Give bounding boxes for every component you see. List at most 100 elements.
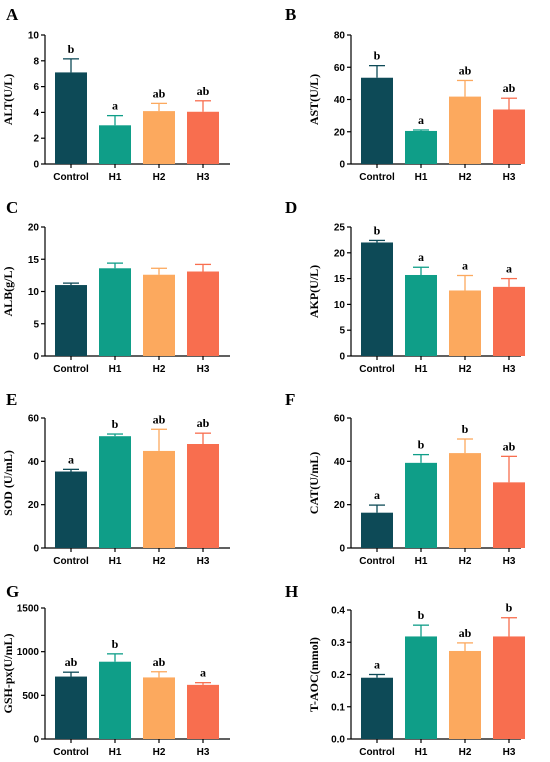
- x-tick-label: H3: [197, 364, 210, 375]
- bar-h2: [143, 677, 175, 739]
- panel-letter: C: [6, 198, 18, 217]
- x-tick-label: H1: [109, 747, 122, 758]
- panel-letter: A: [6, 5, 19, 24]
- y-tick-label: 10: [334, 300, 346, 311]
- panel-E: E SOD (U/mL) 0 20 40 60 a Control b H1 ab H2 ab H3: [1, 390, 230, 567]
- significance-label: b: [112, 417, 119, 431]
- bar-h3: [187, 684, 219, 739]
- y-tick-label: 60: [28, 414, 40, 425]
- bar-h1: [405, 274, 437, 356]
- y-tick-label: 60: [334, 63, 346, 74]
- y-axis-label: ALB(g/L): [1, 266, 15, 316]
- panel-H: H T-AOC(mmol) 0.0 0.1 0.2 0.3 0.4 a Control b H1 ab…: [285, 582, 525, 758]
- significance-label: b: [374, 223, 381, 237]
- significance-label: b: [506, 601, 513, 615]
- bar-h3: [493, 636, 525, 739]
- y-tick-label: 0: [33, 735, 39, 746]
- y-tick-label: 25: [334, 223, 346, 234]
- panel-D: D AKP(U/L) 0 5 10 15 20 25 b Control a H1 a H2 a H3: [285, 198, 525, 375]
- x-tick-label: H2: [459, 747, 472, 758]
- x-tick-label: H3: [503, 747, 516, 758]
- significance-label: a: [506, 262, 512, 276]
- x-tick-label: H1: [415, 364, 428, 375]
- significance-label: ab: [65, 655, 78, 669]
- significance-label: ab: [503, 81, 516, 95]
- y-axis-label: AKP(U/L): [307, 265, 321, 318]
- x-tick-label: H2: [153, 364, 166, 375]
- bar-control: [361, 512, 393, 548]
- x-tick-label: H2: [459, 172, 472, 183]
- panel-G: G GSH-px(U/mL) 0 500 1000 1500 ab Control b H1 ab H…: [1, 582, 230, 758]
- bar-control: [361, 677, 393, 739]
- y-axis-label: GSH-px(U/mL): [1, 633, 15, 713]
- y-tick-label: 40: [28, 457, 40, 468]
- x-tick-label: Control: [53, 556, 89, 567]
- y-tick-label: 2: [33, 134, 39, 145]
- significance-label: ab: [153, 655, 166, 669]
- x-tick-label: H2: [459, 364, 472, 375]
- significance-label: b: [112, 637, 119, 651]
- y-tick-label: 1000: [17, 647, 40, 658]
- x-tick-label: H3: [197, 747, 210, 758]
- bar-h2: [143, 450, 175, 548]
- x-tick-label: H1: [109, 556, 122, 567]
- x-tick-label: H2: [459, 556, 472, 567]
- significance-label: ab: [197, 416, 210, 430]
- y-tick-label: 4: [33, 108, 39, 119]
- bar-h3: [187, 111, 219, 164]
- significance-label: a: [374, 488, 380, 502]
- panel-letter: D: [285, 198, 297, 217]
- bar-h1: [405, 462, 437, 548]
- y-tick-label: 5: [33, 319, 39, 330]
- bar-h1: [405, 130, 437, 164]
- bar-control: [55, 285, 87, 356]
- x-tick-label: Control: [359, 747, 395, 758]
- y-axis-label: CAT(U/mL): [307, 452, 321, 514]
- bar-h2: [449, 650, 481, 739]
- x-tick-label: H3: [503, 364, 516, 375]
- significance-label: a: [68, 452, 74, 466]
- y-tick-label: 0.3: [331, 638, 345, 649]
- y-tick-label: 40: [334, 95, 346, 106]
- panel-C: C ALB(g/L) 0 5 10 15 20 Control H1 H2 H3: [1, 198, 230, 375]
- y-tick-label: 20: [334, 500, 346, 511]
- significance-label: b: [462, 422, 469, 436]
- significance-label: a: [462, 259, 468, 273]
- y-tick-label: 60: [334, 414, 346, 425]
- significance-label: b: [374, 49, 381, 63]
- significance-label: b: [418, 608, 425, 622]
- bar-h3: [493, 482, 525, 548]
- x-tick-label: H1: [109, 364, 122, 375]
- y-tick-label: 5: [339, 326, 345, 337]
- y-tick-label: 1500: [17, 604, 40, 615]
- y-tick-label: 20: [28, 223, 40, 234]
- y-tick-label: 20: [334, 248, 346, 259]
- bar-h2: [449, 290, 481, 356]
- bar-h3: [187, 271, 219, 356]
- x-tick-label: H1: [415, 556, 428, 567]
- significance-label: a: [418, 113, 424, 127]
- y-axis-label: T-AOC(mmol): [307, 637, 321, 712]
- significance-label: ab: [459, 626, 472, 640]
- bar-h3: [187, 444, 219, 548]
- y-tick-label: 20: [28, 500, 40, 511]
- bar-control: [361, 242, 393, 356]
- y-tick-label: 10: [28, 31, 40, 42]
- panel-letter: G: [6, 582, 19, 601]
- y-tick-label: 0.4: [331, 606, 345, 617]
- x-tick-label: H2: [153, 747, 166, 758]
- bar-h1: [99, 268, 131, 356]
- bar-h2: [449, 96, 481, 164]
- significance-label: ab: [153, 412, 166, 426]
- x-tick-label: Control: [53, 364, 89, 375]
- significance-label: a: [374, 658, 380, 672]
- bar-h1: [99, 125, 131, 164]
- panel-letter: B: [285, 5, 296, 24]
- y-tick-label: 40: [334, 457, 346, 468]
- y-tick-label: 15: [28, 255, 40, 266]
- significance-label: a: [200, 666, 206, 680]
- x-tick-label: Control: [359, 364, 395, 375]
- y-axis-label: ALT(U/L): [1, 74, 15, 126]
- x-tick-label: H3: [197, 172, 210, 183]
